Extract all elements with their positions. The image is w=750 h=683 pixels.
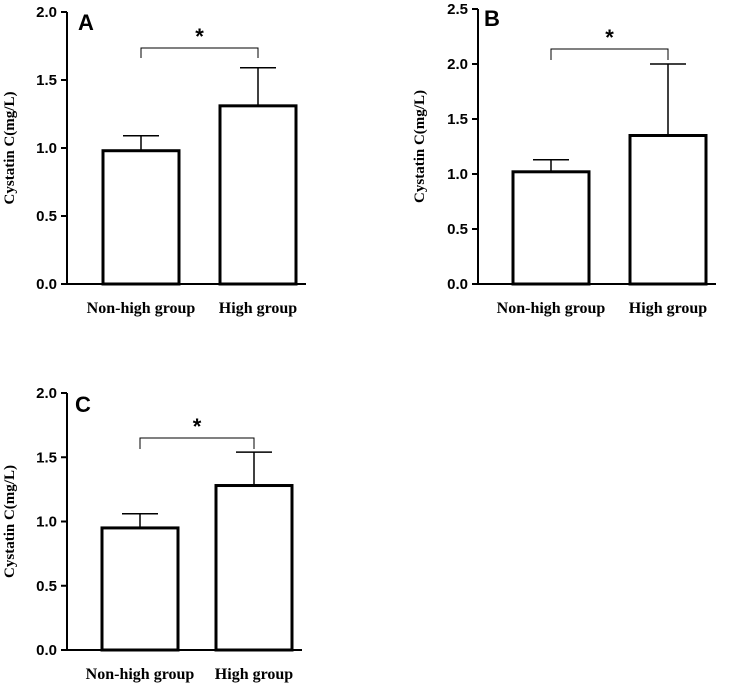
bar xyxy=(511,170,591,286)
y-tick-label: 0.0 xyxy=(447,276,468,293)
significance-star: * xyxy=(195,24,204,49)
y-tick-label: 1.5 xyxy=(447,111,468,128)
y-tick-label: 0.5 xyxy=(447,221,468,238)
bar xyxy=(214,484,294,652)
category-label: High group xyxy=(219,300,298,317)
y-tick-label: 1.5 xyxy=(36,449,57,466)
chart-panel-c: 0.0 0.5 1.0 1.5 2.0 Cystatin C(mg/L) C Non-high… xyxy=(2,385,302,683)
category-label: Non-high group xyxy=(87,300,196,317)
y-tick-label: 0.5 xyxy=(36,208,57,225)
chart-panel-a: 0.0 0.5 1.0 1.5 2.0 Cystatin C(mg/L) A Non-high… xyxy=(2,4,306,317)
category-label: Non-high group xyxy=(497,300,606,317)
y-tick-label: 2.0 xyxy=(447,56,468,73)
significance-star: * xyxy=(605,25,614,50)
y-axis-title: Cystatin C(mg/L) xyxy=(2,465,18,578)
bar xyxy=(100,526,180,652)
category-label: Non-high group xyxy=(86,666,195,683)
category-label: High group xyxy=(629,300,708,317)
significance-star: * xyxy=(193,414,202,439)
y-tick-label: 0.0 xyxy=(36,642,57,659)
y-tick-label: 1.0 xyxy=(36,140,57,157)
bar xyxy=(628,134,708,286)
y-tick-label: 1.0 xyxy=(447,166,468,183)
y-tick-label: 0.5 xyxy=(36,578,57,595)
y-axis-title: Cystatin C(mg/L) xyxy=(2,92,18,205)
y-tick-label: 1.0 xyxy=(36,514,57,531)
significance-bracket xyxy=(140,47,259,58)
panel-letter: C xyxy=(75,392,91,417)
y-tick-label: 0.0 xyxy=(36,276,57,293)
significance-bracket xyxy=(550,48,669,60)
y-tick-label: 1.5 xyxy=(36,72,57,89)
bar xyxy=(101,149,181,286)
bar xyxy=(218,104,298,286)
chart-panel-b: 0.0 0.5 1.0 1.5 2.0 2.5 Cystatin C(mg/L) B Non-h… xyxy=(412,1,716,317)
category-label: High group xyxy=(215,666,294,683)
y-axis-title: Cystatin C(mg/L) xyxy=(412,90,428,203)
y-tick-label: 2.0 xyxy=(36,385,57,402)
panel-letter: A xyxy=(78,10,94,35)
y-tick-label: 2.0 xyxy=(36,4,57,21)
significance-bracket xyxy=(139,437,255,449)
panel-letter: B xyxy=(484,6,500,31)
y-tick-label: 2.5 xyxy=(447,1,468,18)
